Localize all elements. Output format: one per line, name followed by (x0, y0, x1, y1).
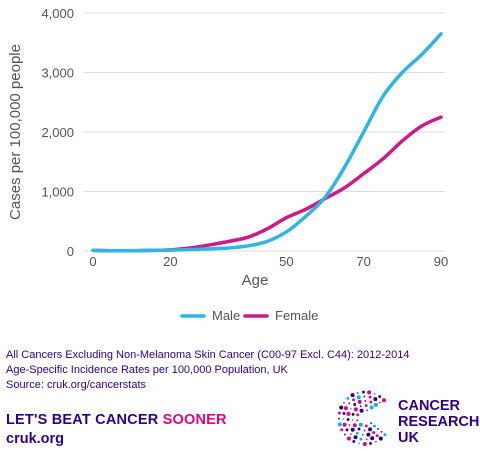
logo-wordmark: CANCER RESEARCH UK (398, 398, 479, 446)
series-line-female (91, 115, 443, 253)
slogan-accent: SOONER (162, 412, 227, 428)
y-tick-label: 4,000 (41, 6, 74, 21)
x-tick-label: 20 (163, 254, 177, 269)
series-line-male (91, 32, 443, 253)
y-tick-label: 3,000 (41, 66, 74, 81)
website-link[interactable]: cruk.org (6, 431, 65, 447)
y-tick-labels: 0 1,000 2,000 3,000 4,000 (41, 6, 74, 259)
slogan: LET'S BEAT CANCER SOONER (6, 412, 227, 428)
y-tick-label: 1,000 (41, 185, 74, 200)
legend-label-male: Male (212, 308, 240, 323)
slogan-main: LET'S BEAT CANCER (6, 412, 163, 428)
y-tick-label: 0 (67, 244, 74, 259)
caption-source: Source: cruk.org/cancerstats (6, 379, 147, 391)
chart-caption: All Cancers Excluding Non-Melanoma Skin … (6, 348, 476, 393)
y-tick-label: 2,000 (41, 125, 74, 140)
x-tick-label: 0 (89, 254, 96, 269)
x-tick-labels: 0 20 50 70 90 (89, 254, 448, 269)
legend: Male Female (180, 308, 318, 323)
x-tick-label: 70 (356, 254, 370, 269)
legend-label-female: Female (275, 308, 318, 323)
y-axis-title: Cases per 100,000 people (7, 44, 24, 220)
gridlines (84, 12, 445, 252)
logo-line-3: UK (398, 430, 419, 446)
x-tick-label: 50 (279, 254, 293, 269)
x-tick-label: 90 (434, 254, 448, 269)
x-axis-title: Age (242, 272, 269, 289)
cruk-logo-icon (337, 390, 387, 446)
caption-line-2: Age-Specific Incidence Rates per 100,000… (6, 364, 288, 376)
caption-line-1: All Cancers Excluding Non-Melanoma Skin … (6, 349, 410, 361)
series-lines (91, 32, 443, 253)
incidence-chart: 0 1,000 2,000 3,000 4,000 0 20 50 70 90 Cases pe… (7, 6, 448, 323)
logo-line-2: RESEARCH (398, 414, 480, 430)
logo-line-1: CANCER (398, 398, 461, 414)
